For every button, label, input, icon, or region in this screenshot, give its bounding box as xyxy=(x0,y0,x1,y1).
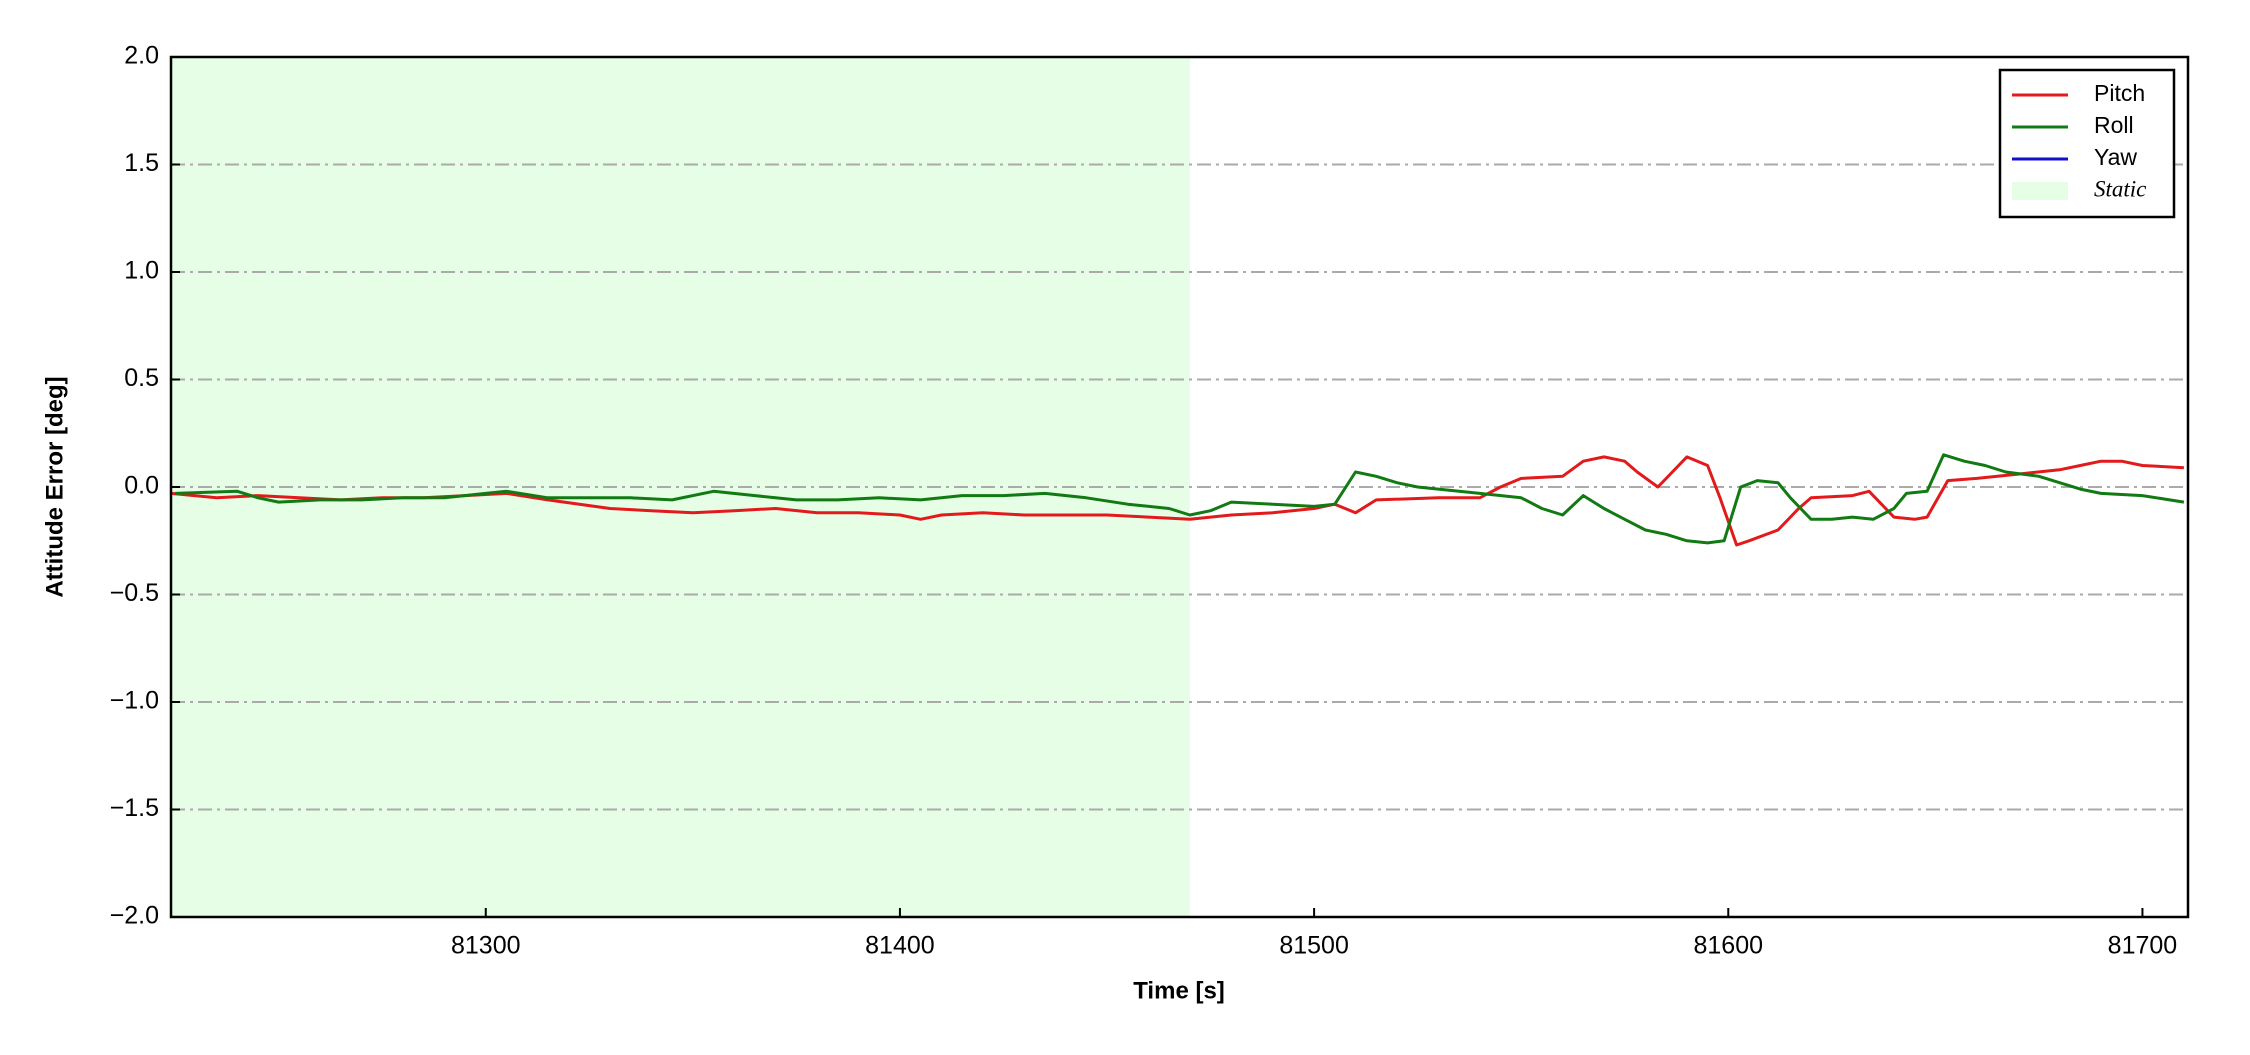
y-tick-label: −1.0 xyxy=(110,687,159,715)
y-tick-label: −2.0 xyxy=(110,902,159,930)
legend-label: Static xyxy=(2094,176,2146,201)
legend-swatch xyxy=(2012,182,2068,200)
y-tick-label: 0.0 xyxy=(124,472,159,500)
x-tick-label: 81700 xyxy=(2108,932,2178,960)
x-tick-label: 81400 xyxy=(865,932,935,960)
legend-label: Roll xyxy=(2094,112,2134,138)
series-line xyxy=(171,455,2184,547)
legend-label: Pitch xyxy=(2094,80,2145,106)
y-tick-label: 1.0 xyxy=(124,257,159,285)
x-axis-label: Time [s] xyxy=(1133,977,1225,1004)
legend: Pitch Roll Yaw Static xyxy=(1998,68,2176,219)
ticks: −2.0 −1.5 −1.0 −0.5 0.0 0.5 1.0 1.5 2.0 81300 8140… xyxy=(110,42,2178,960)
y-tick-label: −0.5 xyxy=(110,579,159,607)
y-axis-label: Attitude Error [deg] xyxy=(41,376,68,597)
series-line xyxy=(175,453,2185,545)
y-tick-label: 0.5 xyxy=(124,364,159,392)
legend-label: Yaw xyxy=(2094,144,2137,170)
x-tick-label: 81300 xyxy=(451,932,521,960)
y-tick-label: 2.0 xyxy=(124,42,159,70)
x-tick-label: 81600 xyxy=(1694,932,1764,960)
lines xyxy=(171,453,2185,547)
y-tick-label: 1.5 xyxy=(124,149,159,177)
x-tick-label: 81500 xyxy=(1279,932,1349,960)
y-tick-label: −1.5 xyxy=(110,794,159,822)
